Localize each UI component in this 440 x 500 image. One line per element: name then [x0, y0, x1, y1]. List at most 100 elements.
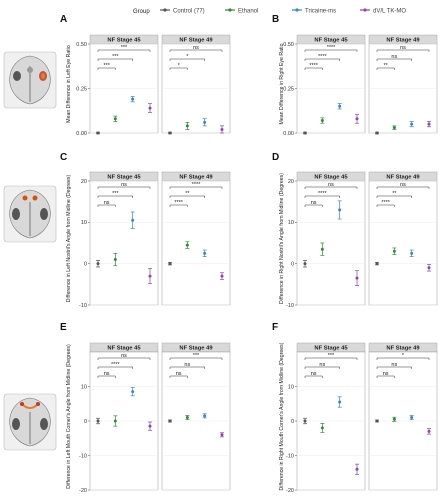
data-point [303, 419, 307, 423]
data-point [320, 119, 324, 123]
data-point [148, 274, 152, 278]
significance-label: **** [192, 182, 201, 188]
y-tick-label: 0 [291, 419, 294, 425]
significance-bracket [376, 204, 395, 207]
y-tick-label: 0.00 [76, 131, 87, 137]
legend-item: Tricaine-ms [292, 8, 336, 15]
y-tick-label: 0.00 [283, 131, 294, 137]
y-tick-label: 0.50 [283, 42, 294, 48]
significance-bracket [376, 375, 395, 378]
data-point [375, 419, 379, 423]
significance-bracket [304, 357, 358, 360]
data-point [355, 117, 359, 121]
legend-marker [363, 8, 367, 12]
significance-bracket [376, 58, 412, 61]
legend-label: Ethanol [238, 9, 258, 15]
data-point [427, 266, 431, 270]
significance-bracket [376, 49, 430, 52]
y-tick-label: 20 [81, 179, 87, 185]
legend: Group Control (77) Ethanol Tricaine-ms dV/L… [133, 8, 406, 15]
data-point [427, 122, 431, 126]
data-point [203, 414, 207, 418]
significance-label: ns [311, 200, 317, 206]
significance-bracket [97, 49, 151, 52]
significance-label: * [402, 353, 405, 359]
facet-title: NF Stage 45 [107, 346, 141, 352]
data-point [96, 131, 100, 135]
data-point [113, 419, 117, 423]
facet-title: NF Stage 49 [179, 346, 213, 352]
data-point [375, 131, 379, 135]
legend-item: Ethanol [225, 8, 258, 15]
significance-label: *** [121, 45, 128, 51]
significance-bracket [376, 67, 395, 70]
significance-bracket [169, 49, 223, 52]
significance-bracket [169, 375, 188, 378]
facet-plot-area [296, 180, 366, 306]
y-tick-label: 10 [81, 220, 87, 226]
data-point [410, 416, 414, 420]
significance-bracket [304, 67, 323, 70]
data-point [168, 262, 172, 266]
significance-label: * [178, 63, 181, 69]
y-tick-label: 0 [291, 261, 294, 267]
data-point [131, 390, 135, 394]
significance-bracket [169, 195, 205, 198]
significance-label: ns [121, 353, 127, 359]
significance-label: *** [328, 353, 335, 359]
data-point [355, 467, 359, 471]
legend-marker [228, 8, 232, 12]
y-axis-label: Mean Difference in Left Eye Ratio [66, 45, 72, 123]
significance-label: ns [383, 371, 389, 377]
significance-label: *** [112, 54, 119, 60]
significance-bracket [304, 375, 323, 378]
data-point [131, 97, 135, 101]
data-point [113, 117, 117, 121]
facet-plot-area [161, 180, 231, 306]
data-point [392, 126, 396, 130]
significance-label: ** [185, 191, 190, 197]
y-tick-label: 0 [84, 419, 87, 425]
data-point [427, 429, 431, 433]
facet-plot-area [368, 180, 438, 306]
significance-label: **** [318, 54, 327, 60]
significance-label: **** [309, 63, 318, 69]
legend-label: dV/L TK-MO [373, 9, 406, 15]
data-point [148, 424, 152, 428]
y-axis-label: Difference in Left Mouth Corner's Angle … [66, 344, 72, 489]
facet-title: NF Stage 45 [314, 346, 348, 352]
significance-bracket [304, 195, 340, 198]
significance-bracket [169, 58, 205, 61]
significance-bracket [169, 186, 223, 189]
tadpole-mouth-schematic [3, 393, 57, 451]
chart-panel: D Difference in Right Nostril's Angle fro… [272, 152, 438, 309]
panel-letter: D [272, 152, 279, 163]
significance-bracket [97, 366, 133, 369]
data-point [203, 120, 207, 124]
significance-label: ns [319, 362, 325, 368]
data-point [203, 251, 207, 255]
data-point [320, 426, 324, 430]
significance-label: ns [176, 371, 182, 377]
data-point [185, 416, 189, 420]
chart-panel: B Mean Difference in Right Eye Ratio 0.00 0… [272, 14, 438, 137]
significance-bracket [169, 366, 205, 369]
facet-title: NF Stage 45 [107, 175, 141, 181]
significance-label: ns [400, 45, 406, 51]
data-point [410, 251, 414, 255]
significance-label: ns [121, 182, 127, 188]
significance-label: **** [111, 362, 120, 368]
y-tick-label: 10 [81, 384, 87, 390]
y-tick-label: 10 [288, 384, 294, 390]
data-point [113, 258, 117, 262]
tadpole-eye-schematic [3, 51, 57, 109]
chart-panel: C Difference in Left Nostril's Angle from… [60, 152, 231, 309]
y-tick-label: -20 [286, 488, 294, 494]
